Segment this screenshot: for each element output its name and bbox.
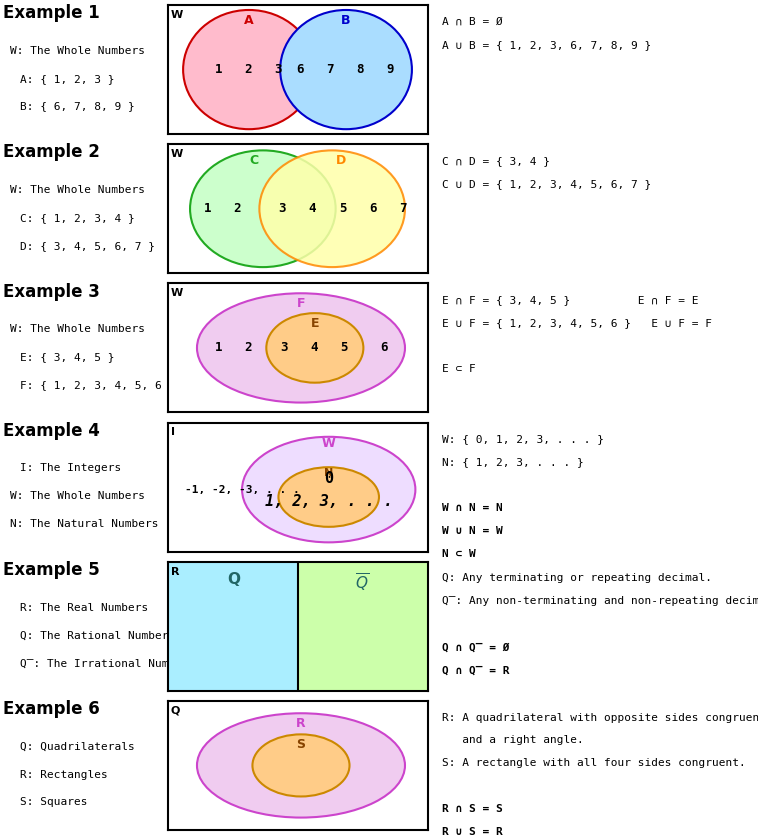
- Ellipse shape: [197, 713, 405, 817]
- Text: E: { 3, 4, 5 }: E: { 3, 4, 5 }: [20, 352, 114, 362]
- Text: B: { 6, 7, 8, 9 }: B: { 6, 7, 8, 9 }: [20, 102, 134, 112]
- Text: W: W: [171, 10, 183, 20]
- Text: N: The Natural Numbers: N: The Natural Numbers: [10, 519, 158, 529]
- Text: A: A: [244, 13, 254, 27]
- Text: C ∪ D = { 1, 2, 3, 4, 5, 6, 7 }: C ∪ D = { 1, 2, 3, 4, 5, 6, 7 }: [442, 179, 652, 189]
- Text: 1, 2, 3, . . .: 1, 2, 3, . . .: [265, 494, 393, 509]
- Text: W ∩ N = N: W ∩ N = N: [442, 503, 503, 513]
- Text: W: W: [171, 149, 183, 159]
- Ellipse shape: [252, 734, 349, 797]
- Ellipse shape: [183, 10, 315, 129]
- Text: N: N: [324, 468, 334, 478]
- Ellipse shape: [259, 150, 405, 267]
- Bar: [168, 562, 297, 691]
- Text: 6   7   8   9: 6 7 8 9: [297, 63, 395, 76]
- Text: E ∪ F = { 1, 2, 3, 4, 5, 6 }   E ∪ F = F: E ∪ F = { 1, 2, 3, 4, 5, 6 } E ∪ F = F: [442, 318, 713, 328]
- Text: S: S: [296, 738, 305, 752]
- Text: Q ∩ Q̅ = Ø: Q ∩ Q̅ = Ø: [442, 642, 510, 652]
- Text: C ∩ D = { 3, 4 }: C ∩ D = { 3, 4 }: [442, 156, 550, 166]
- Text: Example 6: Example 6: [3, 700, 100, 718]
- Text: 1   2: 1 2: [215, 342, 252, 354]
- Text: W: The Whole Numbers: W: The Whole Numbers: [10, 491, 145, 501]
- Text: E ⊂ F: E ⊂ F: [442, 364, 476, 374]
- Text: I: I: [171, 428, 175, 438]
- Text: S: A rectangle with all four sides congruent.: S: A rectangle with all four sides congr…: [442, 758, 746, 768]
- Text: R ∩ S = S: R ∩ S = S: [442, 804, 503, 814]
- Text: Q: Any terminating or repeating decimal.: Q: Any terminating or repeating decimal.: [442, 574, 713, 584]
- Text: N: { 1, 2, 3, . . . }: N: { 1, 2, 3, . . . }: [442, 458, 584, 467]
- Text: R: R: [171, 567, 180, 577]
- Text: B: B: [341, 13, 351, 27]
- Text: D: D: [336, 154, 346, 167]
- Text: Example 3: Example 3: [3, 282, 100, 301]
- Text: C: { 1, 2, 3, 4 }: C: { 1, 2, 3, 4 }: [20, 213, 134, 223]
- Text: 5   6   7: 5 6 7: [340, 202, 408, 215]
- Text: R: A quadrilateral with opposite sides congruent: R: A quadrilateral with opposite sides c…: [442, 712, 758, 722]
- Text: Example 2: Example 2: [3, 144, 100, 161]
- Text: D: { 3, 4, 5, 6, 7 }: D: { 3, 4, 5, 6, 7 }: [20, 240, 155, 250]
- Text: 3   4   5: 3 4 5: [281, 342, 349, 354]
- Text: F: { 1, 2, 3, 4, 5, 6 }: F: { 1, 2, 3, 4, 5, 6 }: [20, 380, 175, 390]
- Text: Q̅: The Irrational Numbers: Q̅: The Irrational Numbers: [20, 658, 195, 668]
- Text: and a right angle.: and a right angle.: [442, 736, 584, 746]
- Text: I: The Integers: I: The Integers: [20, 463, 121, 473]
- Text: Q: Q: [227, 572, 240, 587]
- Text: Example 4: Example 4: [3, 422, 100, 440]
- Text: 3   4: 3 4: [279, 202, 316, 215]
- Text: S: Squares: S: Squares: [20, 797, 87, 807]
- Text: W: { 0, 1, 2, 3, . . . }: W: { 0, 1, 2, 3, . . . }: [442, 434, 604, 444]
- Ellipse shape: [190, 150, 336, 267]
- Text: W ∪ N = W: W ∪ N = W: [442, 526, 503, 536]
- Text: F: F: [296, 297, 305, 310]
- Ellipse shape: [197, 293, 405, 402]
- Text: R: Rectangles: R: Rectangles: [20, 770, 108, 780]
- Text: 0: 0: [324, 471, 334, 486]
- Ellipse shape: [242, 437, 415, 543]
- Text: A ∩ B = Ø: A ∩ B = Ø: [442, 17, 503, 27]
- Text: C: C: [249, 154, 258, 167]
- Text: R ∪ S = R: R ∪ S = R: [442, 827, 503, 835]
- Text: Q: Quadrilaterals: Q: Quadrilaterals: [20, 741, 134, 752]
- Text: W: The Whole Numbers: W: The Whole Numbers: [10, 185, 145, 195]
- Text: W: The Whole Numbers: W: The Whole Numbers: [10, 324, 145, 334]
- Text: E: E: [311, 316, 319, 330]
- Text: Q: The Rational Numbers: Q: The Rational Numbers: [20, 630, 175, 640]
- Text: N ⊂ W: N ⊂ W: [442, 549, 476, 559]
- Text: A: { 1, 2, 3 }: A: { 1, 2, 3 }: [20, 73, 114, 84]
- Text: 1   2   3: 1 2 3: [215, 63, 283, 76]
- Text: W: W: [171, 288, 183, 298]
- Text: R: R: [296, 717, 305, 730]
- Text: E ∩ F = { 3, 4, 5 }          E ∩ F = E: E ∩ F = { 3, 4, 5 } E ∩ F = E: [442, 295, 699, 305]
- Text: -1, -2, -3, . . .: -1, -2, -3, . . .: [185, 484, 299, 494]
- Text: Example 1: Example 1: [3, 4, 100, 23]
- Text: $\overline{Q}$: $\overline{Q}$: [355, 572, 368, 594]
- Text: A ∪ B = { 1, 2, 3, 6, 7, 8, 9 }: A ∪ B = { 1, 2, 3, 6, 7, 8, 9 }: [442, 39, 652, 49]
- Bar: [297, 562, 428, 691]
- Text: Q̅: Any non-terminating and non-repeating decimal.: Q̅: Any non-terminating and non-repeatin…: [442, 596, 758, 606]
- Text: Example 5: Example 5: [3, 561, 100, 579]
- Text: Q ∩ Q̅ = R: Q ∩ Q̅ = R: [442, 665, 510, 676]
- Text: W: The Whole Numbers: W: The Whole Numbers: [10, 46, 145, 56]
- Text: R: The Real Numbers: R: The Real Numbers: [20, 603, 148, 613]
- Ellipse shape: [266, 313, 363, 382]
- Ellipse shape: [280, 10, 412, 129]
- Text: 1   2: 1 2: [204, 202, 242, 215]
- Text: Q: Q: [171, 706, 180, 716]
- Ellipse shape: [278, 468, 379, 527]
- Text: 6: 6: [381, 342, 388, 354]
- Text: W: W: [322, 437, 336, 450]
